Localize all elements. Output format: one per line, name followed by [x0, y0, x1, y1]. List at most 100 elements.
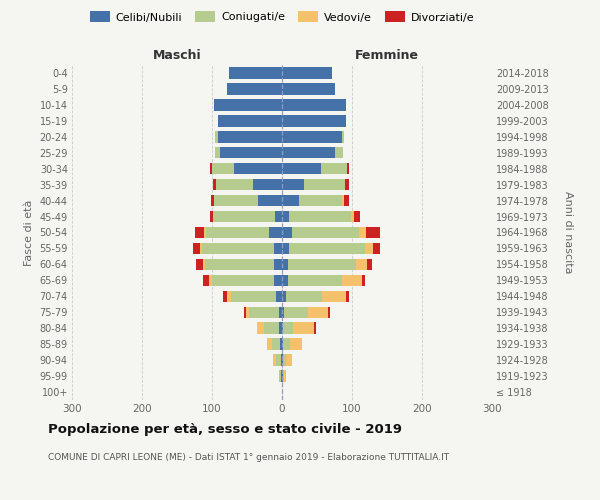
Bar	[281, 370, 282, 382]
Bar	[274, 258, 282, 270]
Bar	[282, 274, 287, 286]
Bar	[214, 195, 257, 206]
Bar	[282, 322, 283, 334]
Bar	[210, 163, 212, 174]
Bar	[212, 179, 216, 190]
Bar	[269, 227, 282, 238]
Text: Popolazione per età, sesso e stato civile - 2019: Popolazione per età, sesso e stato civil…	[48, 422, 402, 436]
Bar	[282, 370, 283, 382]
Bar	[227, 83, 282, 94]
Bar	[235, 163, 282, 174]
Bar	[282, 338, 283, 350]
Bar	[282, 306, 284, 318]
Bar	[275, 211, 282, 222]
Bar	[335, 147, 343, 158]
Bar	[347, 163, 349, 174]
Bar	[282, 99, 346, 110]
Bar	[204, 227, 206, 238]
Bar	[365, 242, 373, 254]
Bar	[284, 306, 308, 318]
Bar	[286, 354, 292, 366]
Bar	[212, 163, 235, 174]
Bar	[203, 274, 209, 286]
Text: COMUNE DI CAPRI LEONE (ME) - Dati ISTAT 1° gennaio 2019 - Elaborazione TUTTITALI: COMUNE DI CAPRI LEONE (ME) - Dati ISTAT …	[48, 454, 449, 462]
Bar	[278, 370, 279, 382]
Bar	[289, 211, 350, 222]
Bar	[282, 211, 289, 222]
Bar	[203, 258, 205, 270]
Bar	[367, 258, 372, 270]
Bar	[282, 290, 286, 302]
Bar	[282, 131, 341, 142]
Bar	[212, 274, 274, 286]
Bar	[244, 306, 245, 318]
Bar	[314, 322, 316, 334]
Bar	[214, 211, 275, 222]
Bar	[283, 322, 293, 334]
Bar	[278, 306, 282, 318]
Bar	[271, 338, 280, 350]
Bar	[328, 306, 331, 318]
Bar	[215, 131, 218, 142]
Bar	[344, 195, 349, 206]
Bar	[342, 274, 362, 286]
Bar	[215, 147, 220, 158]
Bar	[211, 195, 214, 206]
Bar	[342, 195, 344, 206]
Bar	[289, 242, 365, 254]
Bar	[287, 258, 356, 270]
Bar	[282, 147, 335, 158]
Bar	[356, 258, 367, 270]
Bar	[231, 290, 277, 302]
Bar	[282, 195, 299, 206]
Y-axis label: Anni di nascita: Anni di nascita	[563, 191, 573, 274]
Bar	[282, 115, 346, 126]
Bar	[299, 195, 342, 206]
Bar	[229, 67, 282, 78]
Bar	[280, 338, 282, 350]
Bar	[304, 179, 345, 190]
Bar	[308, 306, 328, 318]
Bar	[257, 322, 264, 334]
Bar	[354, 211, 360, 222]
Bar	[279, 370, 281, 382]
Bar	[279, 322, 282, 334]
Bar	[273, 354, 277, 366]
Bar	[216, 179, 253, 190]
Bar	[283, 338, 290, 350]
Bar	[293, 322, 314, 334]
Bar	[214, 99, 282, 110]
Bar	[282, 179, 304, 190]
Bar	[286, 290, 322, 302]
Bar	[282, 163, 320, 174]
Y-axis label: Fasce di età: Fasce di età	[24, 200, 34, 266]
Bar	[282, 258, 287, 270]
Bar	[292, 227, 359, 238]
Bar	[287, 274, 342, 286]
Bar	[257, 195, 282, 206]
Bar	[196, 258, 203, 270]
Bar	[268, 338, 271, 350]
Bar	[350, 211, 354, 222]
Bar	[200, 242, 202, 254]
Bar	[283, 370, 284, 382]
Bar	[274, 242, 282, 254]
Bar	[249, 306, 278, 318]
Bar	[209, 274, 212, 286]
Bar	[362, 274, 365, 286]
Bar	[218, 115, 282, 126]
Bar	[264, 322, 279, 334]
Bar	[290, 338, 302, 350]
Bar	[282, 67, 332, 78]
Text: Femmine: Femmine	[355, 48, 419, 62]
Bar	[223, 290, 227, 302]
Bar	[345, 179, 349, 190]
Bar	[283, 354, 286, 366]
Bar	[274, 274, 282, 286]
Text: Maschi: Maschi	[152, 48, 202, 62]
Bar	[277, 290, 282, 302]
Bar	[284, 370, 286, 382]
Bar	[282, 227, 292, 238]
Bar	[227, 290, 231, 302]
Bar	[322, 290, 346, 302]
